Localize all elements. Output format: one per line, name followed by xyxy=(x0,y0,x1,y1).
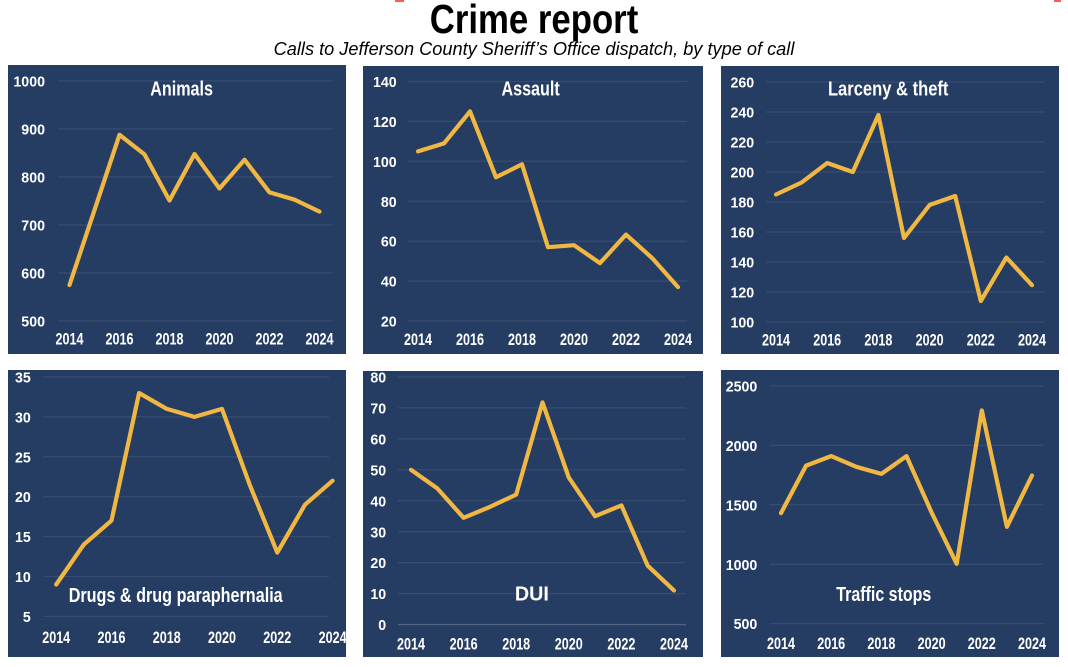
svg-text:700: 700 xyxy=(21,219,45,235)
svg-text:50: 50 xyxy=(370,463,386,479)
svg-text:60: 60 xyxy=(381,235,397,251)
svg-text:100: 100 xyxy=(731,316,755,332)
svg-text:80: 80 xyxy=(370,371,386,387)
svg-text:120: 120 xyxy=(373,115,397,131)
svg-text:70: 70 xyxy=(370,402,386,418)
svg-text:2014: 2014 xyxy=(767,635,796,653)
svg-text:2020: 2020 xyxy=(208,629,236,647)
svg-text:2020: 2020 xyxy=(916,332,944,350)
svg-text:2014: 2014 xyxy=(56,330,85,348)
svg-text:60: 60 xyxy=(370,432,386,448)
svg-text:2022: 2022 xyxy=(967,332,995,350)
svg-text:Larceny & theft: Larceny & theft xyxy=(828,78,949,101)
svg-text:5: 5 xyxy=(23,610,31,626)
svg-text:30: 30 xyxy=(370,525,386,541)
svg-text:2016: 2016 xyxy=(106,330,134,348)
svg-text:2022: 2022 xyxy=(607,636,635,654)
svg-text:2020: 2020 xyxy=(206,330,234,348)
svg-text:2014: 2014 xyxy=(42,629,71,647)
svg-text:500: 500 xyxy=(21,315,45,331)
svg-text:Assault: Assault xyxy=(501,77,559,100)
svg-text:20: 20 xyxy=(15,490,31,506)
svg-text:Animals: Animals xyxy=(150,77,213,100)
svg-text:40: 40 xyxy=(381,275,397,291)
svg-text:200: 200 xyxy=(731,166,755,182)
svg-text:2016: 2016 xyxy=(817,635,845,653)
svg-text:2018: 2018 xyxy=(502,636,530,654)
svg-text:2024: 2024 xyxy=(319,629,346,647)
svg-text:2016: 2016 xyxy=(813,332,841,350)
svg-text:240: 240 xyxy=(731,106,755,122)
svg-text:2018: 2018 xyxy=(508,331,536,349)
svg-text:2024: 2024 xyxy=(660,636,689,654)
svg-text:20: 20 xyxy=(381,315,397,331)
svg-text:2022: 2022 xyxy=(968,635,996,653)
svg-text:2022: 2022 xyxy=(263,629,291,647)
svg-text:2018: 2018 xyxy=(153,629,181,647)
svg-text:180: 180 xyxy=(731,196,755,212)
svg-text:30: 30 xyxy=(15,410,31,426)
svg-text:40: 40 xyxy=(370,494,386,510)
svg-text:2018: 2018 xyxy=(867,635,895,653)
svg-text:35: 35 xyxy=(15,371,31,387)
svg-text:2500: 2500 xyxy=(726,380,758,396)
svg-text:140: 140 xyxy=(373,75,397,91)
svg-text:2024: 2024 xyxy=(306,330,335,348)
svg-text:2018: 2018 xyxy=(156,330,184,348)
svg-text:Traffic stops: Traffic stops xyxy=(836,583,931,606)
svg-text:140: 140 xyxy=(731,256,755,272)
svg-text:2020: 2020 xyxy=(918,635,946,653)
svg-text:0: 0 xyxy=(378,618,386,634)
svg-text:600: 600 xyxy=(21,267,45,283)
svg-text:220: 220 xyxy=(731,136,755,152)
svg-text:2016: 2016 xyxy=(450,636,478,654)
svg-text:500: 500 xyxy=(734,617,758,633)
svg-text:800: 800 xyxy=(21,171,45,187)
svg-text:2000: 2000 xyxy=(726,439,758,455)
svg-text:DUI: DUI xyxy=(515,582,549,605)
svg-text:2020: 2020 xyxy=(560,331,588,349)
svg-text:2024: 2024 xyxy=(664,331,693,349)
svg-text:2016: 2016 xyxy=(98,629,126,647)
svg-text:120: 120 xyxy=(731,286,755,302)
svg-text:10: 10 xyxy=(15,570,31,586)
svg-text:160: 160 xyxy=(731,226,755,242)
svg-text:2024: 2024 xyxy=(1018,635,1047,653)
svg-text:10: 10 xyxy=(370,587,386,603)
svg-text:Drugs & drug paraphernalia: Drugs & drug paraphernalia xyxy=(69,584,283,607)
svg-text:2014: 2014 xyxy=(762,332,791,350)
svg-text:80: 80 xyxy=(381,195,397,211)
svg-text:20: 20 xyxy=(370,556,386,572)
svg-text:2018: 2018 xyxy=(864,332,892,350)
svg-text:2024: 2024 xyxy=(1018,332,1047,350)
svg-text:15: 15 xyxy=(15,530,31,546)
svg-text:900: 900 xyxy=(21,123,45,139)
svg-text:2022: 2022 xyxy=(256,330,284,348)
svg-text:2020: 2020 xyxy=(555,636,583,654)
svg-text:2014: 2014 xyxy=(404,331,433,349)
svg-text:260: 260 xyxy=(731,76,755,92)
svg-text:1000: 1000 xyxy=(13,75,45,91)
svg-text:100: 100 xyxy=(373,155,397,171)
svg-text:2014: 2014 xyxy=(397,636,426,654)
svg-text:1500: 1500 xyxy=(726,498,758,514)
svg-text:1000: 1000 xyxy=(726,558,758,574)
svg-text:25: 25 xyxy=(15,450,31,466)
svg-text:2022: 2022 xyxy=(612,331,640,349)
svg-text:2016: 2016 xyxy=(456,331,484,349)
